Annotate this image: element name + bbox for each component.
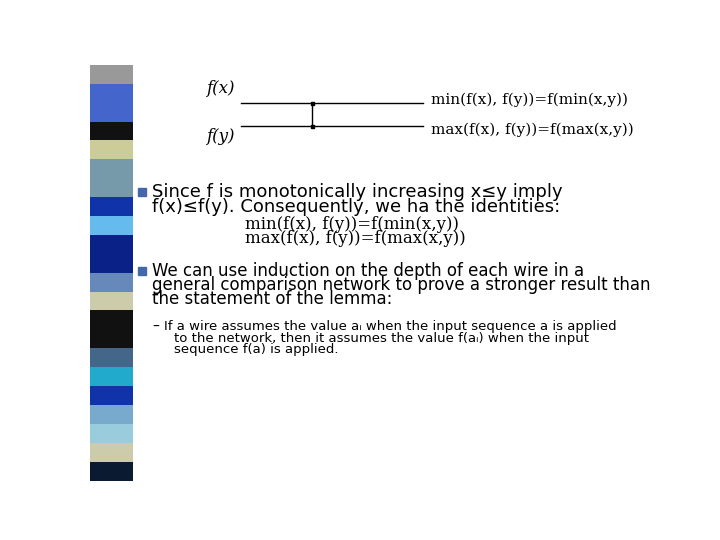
Bar [90, 273, 132, 292]
Bar [90, 405, 132, 424]
Text: min(f(x), f(y))=f(min(x,y)): min(f(x), f(y))=f(min(x,y)) [245, 215, 459, 233]
Bar [90, 103, 132, 122]
Text: f(x)≤f(y). Consequently, we ha the identities:: f(x)≤f(y). Consequently, we ha the ident… [152, 198, 560, 216]
Bar [90, 348, 132, 367]
Bar [90, 386, 132, 405]
Bar [90, 367, 132, 386]
Bar [90, 424, 132, 443]
Text: max(f(x), f(y))=f(max(x,y)): max(f(x), f(y))=f(max(x,y)) [431, 123, 634, 138]
Bar [90, 235, 132, 254]
Text: general comparison network to prove a stronger result than: general comparison network to prove a st… [152, 276, 650, 294]
Bar [90, 178, 132, 197]
Bar [90, 292, 132, 310]
Bar [90, 65, 132, 84]
Text: max(f(x), f(y))=f(max(x,y)): max(f(x), f(y))=f(max(x,y)) [245, 230, 466, 247]
Bar [311, 125, 314, 128]
Bar [90, 197, 132, 216]
Text: We can use induction on the depth of each wire in a: We can use induction on the depth of eac… [152, 262, 584, 280]
Bar [90, 159, 132, 178]
Bar [138, 267, 145, 275]
Bar [90, 443, 132, 462]
Bar [90, 140, 132, 159]
Text: –: – [152, 320, 159, 334]
Text: If a wire assumes the value aᵢ when the input sequence a is applied: If a wire assumes the value aᵢ when the … [164, 320, 617, 333]
Text: f(y): f(y) [206, 128, 235, 145]
Bar [311, 102, 314, 105]
Text: min(f(x), f(y))=f(min(x,y)): min(f(x), f(y))=f(min(x,y)) [431, 92, 628, 106]
Bar [90, 310, 132, 329]
Text: the statement of the lemma:: the statement of the lemma: [152, 290, 392, 308]
Text: sequence f(a) is applied.: sequence f(a) is applied. [174, 343, 338, 356]
Text: Since f is monotonically increasing x≤y imply: Since f is monotonically increasing x≤y … [152, 183, 562, 201]
Bar [90, 216, 132, 235]
Bar [90, 122, 132, 140]
Bar [90, 329, 132, 348]
Bar [90, 84, 132, 103]
Bar [90, 462, 132, 481]
Bar [90, 254, 132, 273]
Text: to the network, then it assumes the value f(aᵢ) when the input: to the network, then it assumes the valu… [174, 332, 589, 345]
Text: f(x): f(x) [206, 80, 235, 97]
Bar [138, 188, 145, 195]
